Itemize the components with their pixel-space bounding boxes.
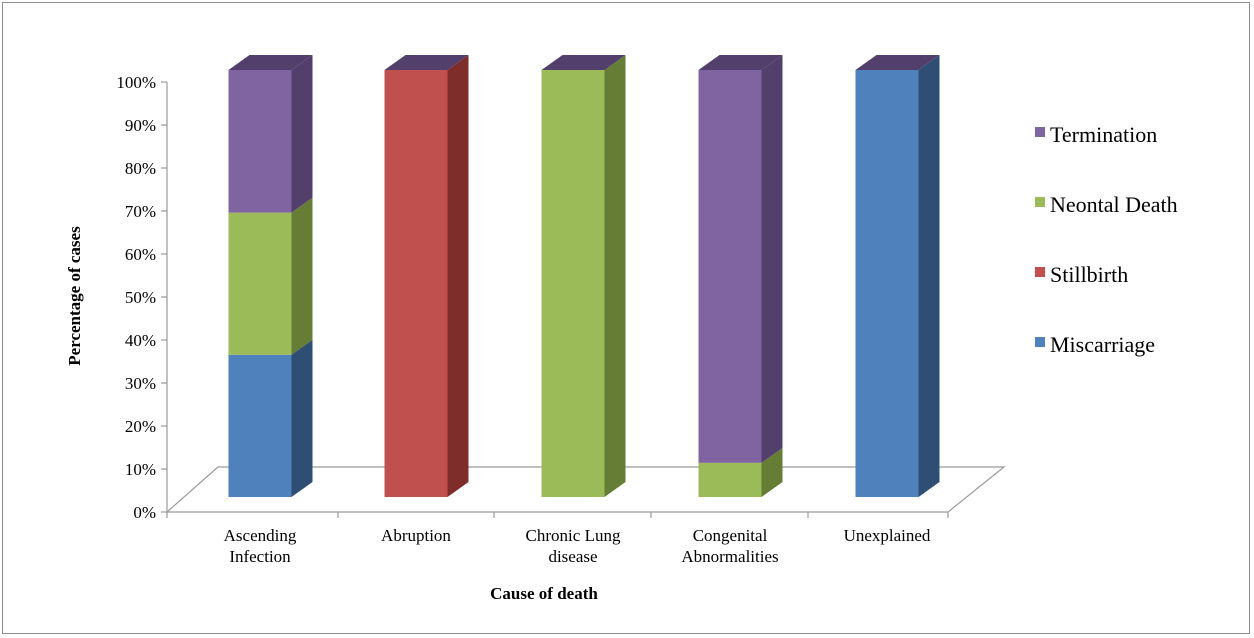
- x-category-line: disease: [548, 547, 597, 566]
- legend-swatch: [1035, 127, 1045, 137]
- bar-segment-front: [698, 70, 762, 463]
- chart-floor: [165, 466, 1006, 513]
- floor-plane: [165, 466, 1006, 513]
- x-category-label: Chronic Lung disease: [526, 526, 621, 566]
- bar-segment-front: [228, 212, 292, 355]
- legend-label: Miscarriage: [1050, 332, 1155, 357]
- x-category-line: Abruption: [381, 526, 451, 545]
- legend-swatch: [1035, 197, 1045, 207]
- bar-segment-side: [291, 55, 313, 213]
- bar-top-cap: [698, 55, 783, 70]
- bar-top-cap: [855, 55, 940, 70]
- x-category-label: Congenital Abnormalities: [681, 526, 778, 566]
- y-tick-label: 90%: [125, 116, 156, 135]
- y-axis-title: Percentage of cases: [65, 226, 84, 366]
- y-tick-label: 0%: [133, 503, 156, 522]
- legend-label: Neontal Death: [1050, 192, 1178, 217]
- bar-segment-front: [228, 354, 292, 497]
- y-tick-label: 10%: [125, 460, 156, 479]
- x-category-line: Infection: [229, 547, 291, 566]
- y-axis: 0% 10% 20% 30% 40% 50% 60% 70% 80% 90% 100%: [116, 73, 168, 522]
- bar-segment-front: [698, 462, 762, 497]
- x-axis-title: Cause of death: [490, 584, 598, 603]
- legend-swatch: [1035, 267, 1045, 277]
- legend-label: Termination: [1050, 122, 1157, 147]
- bar-top-cap: [541, 55, 626, 70]
- bar-segment-front: [228, 70, 292, 213]
- y-tick-label: 80%: [125, 159, 156, 178]
- x-category-line: Ascending: [224, 526, 297, 545]
- bar-segment-side: [447, 55, 469, 497]
- x-category-line: Unexplained: [844, 526, 931, 545]
- y-tick-label: 20%: [125, 417, 156, 436]
- y-tick-label: 60%: [125, 245, 156, 264]
- bar-top-cap: [228, 55, 313, 70]
- bar-segment-front: [541, 70, 605, 497]
- bar-segment-side: [291, 339, 313, 497]
- bar-top-cap: [384, 55, 469, 70]
- bar-segment-side: [761, 55, 783, 463]
- y-tick-label: 100%: [116, 73, 156, 92]
- x-category-label: Ascending Infection: [224, 526, 297, 566]
- x-category-label: Abruption: [381, 526, 451, 545]
- y-tick-label: 40%: [125, 331, 156, 350]
- y-tick-label: 30%: [125, 374, 156, 393]
- x-category-line: Abnormalities: [681, 547, 778, 566]
- bars: [228, 55, 940, 497]
- bar-segment-side: [761, 447, 783, 497]
- bar-segment-front: [855, 70, 919, 497]
- legend-label: Stillbirth: [1050, 262, 1128, 287]
- y-tick-label: 70%: [125, 202, 156, 221]
- bar-segment-side: [604, 55, 626, 497]
- x-category-line: Congenital: [693, 526, 768, 545]
- x-category-line: Chronic Lung: [526, 526, 621, 545]
- bar-segment-side: [291, 197, 313, 355]
- x-category-label: Unexplained: [844, 526, 931, 545]
- legend: Termination Neontal Death Stillbirth Miscar…: [1035, 122, 1178, 357]
- bar-segment-front: [384, 70, 448, 497]
- y-tick-label: 50%: [125, 288, 156, 307]
- bar-segment-side: [918, 55, 940, 497]
- legend-swatch: [1035, 337, 1045, 347]
- x-axis: Ascending Infection Abruption Chronic Lung d…: [166, 512, 949, 566]
